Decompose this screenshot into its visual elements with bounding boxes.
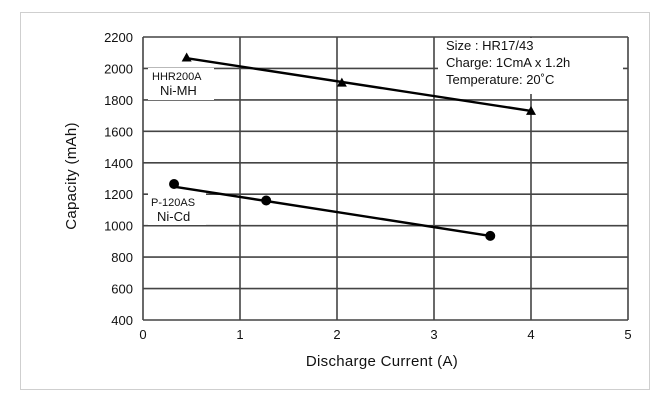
series-0-line: [186, 57, 532, 113]
annotation-charge: Charge: 1CmA x 1.2h: [446, 55, 570, 70]
series-1-point: [169, 179, 180, 190]
series-1-point: [485, 230, 496, 241]
nimh-label-bg: [148, 68, 214, 100]
series-layer: [169, 52, 536, 241]
y-tick-label: 1400: [104, 156, 133, 171]
y-axis-label: Capacity (mAh): [63, 122, 80, 230]
annotation-size: Size : HR17/43: [446, 38, 533, 53]
y-tick-label: 1200: [104, 187, 133, 202]
series-1-point: [261, 195, 272, 206]
series-0-point: [336, 77, 347, 87]
nimh-chemistry-label: Ni-MH: [160, 83, 197, 98]
grid: [142, 36, 629, 321]
y-tick-label: 1600: [104, 124, 133, 139]
nicd-model-label: P-120AS: [151, 197, 195, 209]
x-tick-label: 2: [333, 327, 340, 342]
annotation-temperature: Temperature: 20˚C: [446, 72, 554, 87]
series-0-point: [181, 52, 192, 62]
x-tick-label: 1: [236, 327, 243, 342]
y-tick-label: 1000: [104, 219, 133, 234]
y-tick-label: 800: [111, 250, 133, 265]
tick-labels: 400 600 800 1000 1200 1400 1600 1800 2000 2200 0 1 2…: [104, 30, 632, 342]
series-1-line: [173, 185, 491, 238]
y-tick-label: 2000: [104, 61, 133, 76]
nicd-chemistry-label: Ni-Cd: [157, 209, 190, 224]
y-tick-label: 2200: [104, 30, 133, 45]
x-tick-label: 0: [139, 327, 146, 342]
y-tick-label: 1800: [104, 93, 133, 108]
nicd-label-bg: [148, 193, 206, 225]
x-tick-label: 3: [430, 327, 437, 342]
y-tick-label: 400: [111, 313, 133, 328]
annotation-bg: [438, 38, 623, 94]
x-tick-label: 5: [624, 327, 631, 342]
nimh-model-label: HHR200A: [152, 71, 202, 83]
x-tick-label: 4: [527, 327, 534, 342]
series-0-point: [526, 105, 536, 115]
y-tick-label: 600: [111, 282, 133, 297]
x-axis-label: Discharge Current (A): [306, 353, 458, 370]
